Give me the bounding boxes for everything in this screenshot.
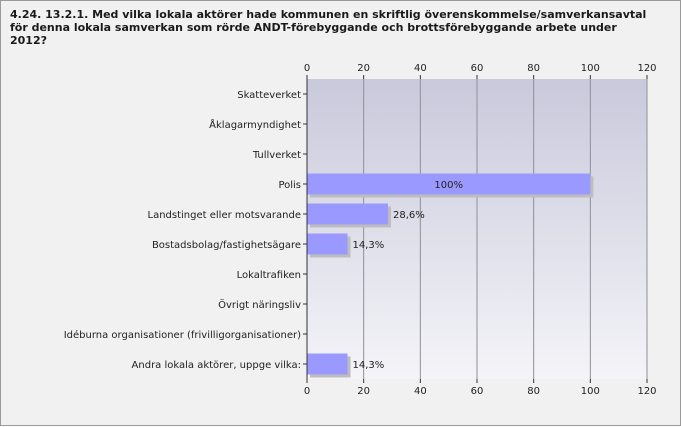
- x-tick-label-top: 40: [414, 63, 427, 74]
- bars: [307, 173, 594, 378]
- data-labels: 100% 28,6% 14,3% 14,3%: [353, 180, 463, 371]
- x-tick-label-bottom: 100: [581, 386, 600, 397]
- data-label: 14,3%: [353, 240, 385, 251]
- x-tick-label-bottom: 120: [637, 386, 656, 397]
- x-tick-label-bottom: 0: [304, 386, 310, 397]
- category-label: Andra lokala aktörer, uppge vilka:: [132, 360, 301, 371]
- category-label: Tullverket: [252, 150, 301, 161]
- x-tick-label-bottom: 60: [471, 386, 484, 397]
- data-label: 28,6%: [393, 210, 425, 221]
- x-axis-bottom: 0 20 40 60 80 100 120: [304, 379, 657, 397]
- x-axis-top: 0 20 40 60 80 100 120: [304, 63, 657, 79]
- bar: [307, 353, 348, 375]
- data-label: 14,3%: [353, 360, 385, 371]
- x-tick-label-bottom: 40: [414, 386, 427, 397]
- category-labels: Skatteverket Åklagarmyndighet Tullverket Po…: [64, 90, 307, 371]
- category-label: Skatteverket: [237, 90, 301, 101]
- x-tick-label-top: 100: [581, 63, 600, 74]
- grid-lines: [363, 79, 648, 379]
- bar: [307, 233, 348, 255]
- x-tick-label-bottom: 80: [527, 386, 540, 397]
- x-tick-label-top: 20: [357, 63, 370, 74]
- category-label: Bostadsbolag/fastighetsägare: [152, 240, 301, 251]
- x-tick-label-top: 0: [304, 63, 310, 74]
- chart-title: 4.24. 13.2.1. Med vilka lokala aktörer h…: [10, 8, 647, 47]
- category-label: Landstinget eller motsvarande: [148, 210, 302, 221]
- category-label: Åklagarmyndighet: [209, 118, 301, 131]
- category-label: Polis: [278, 180, 301, 191]
- category-label: Idéburna organisationer (frivilligorgani…: [64, 329, 301, 341]
- data-label: 100%: [434, 180, 463, 191]
- bar: [307, 173, 591, 195]
- x-tick-label-top: 80: [527, 63, 540, 74]
- x-tick-label-top: 120: [637, 63, 656, 74]
- category-label: Övrigt näringsliv: [218, 298, 301, 311]
- x-tick-label-bottom: 20: [357, 386, 370, 397]
- x-tick-label-top: 60: [471, 63, 484, 74]
- bar: [307, 203, 389, 225]
- category-label: Lokaltrafiken: [237, 270, 301, 281]
